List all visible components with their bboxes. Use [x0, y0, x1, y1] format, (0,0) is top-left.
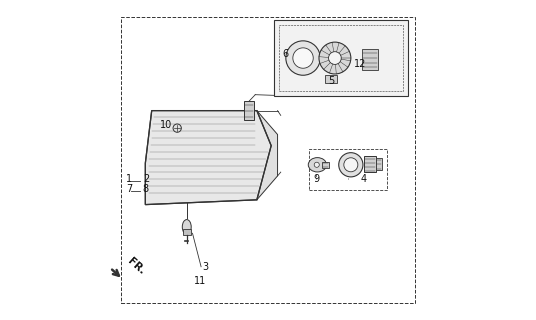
Circle shape	[173, 124, 181, 132]
Text: 11: 11	[194, 276, 206, 286]
Ellipse shape	[182, 220, 191, 234]
Circle shape	[339, 153, 363, 177]
Circle shape	[344, 158, 358, 172]
Bar	[244, 101, 254, 120]
Circle shape	[319, 42, 351, 74]
Bar	[309, 149, 387, 190]
Text: 2: 2	[143, 174, 149, 184]
Text: 5: 5	[329, 76, 335, 86]
Bar	[279, 25, 404, 92]
Circle shape	[314, 162, 319, 167]
Circle shape	[286, 41, 320, 75]
Text: 1: 1	[126, 174, 132, 184]
Text: 10: 10	[160, 119, 173, 130]
Text: 12: 12	[354, 59, 367, 69]
Text: 4: 4	[361, 174, 367, 184]
Text: FR.: FR.	[125, 257, 147, 277]
Polygon shape	[204, 111, 278, 200]
Bar	[325, 75, 337, 83]
Circle shape	[329, 52, 341, 64]
Text: 6: 6	[282, 49, 288, 60]
Bar	[363, 156, 376, 172]
Bar	[322, 162, 329, 168]
Text: 7: 7	[126, 184, 132, 194]
Bar	[183, 228, 191, 235]
Polygon shape	[145, 111, 271, 204]
Text: 8: 8	[143, 184, 149, 194]
Text: 9: 9	[314, 174, 319, 184]
Text: 3: 3	[203, 262, 209, 272]
Bar	[376, 158, 382, 170]
Circle shape	[293, 48, 313, 68]
Bar	[362, 49, 378, 70]
Ellipse shape	[308, 158, 326, 172]
Bar	[274, 20, 408, 96]
